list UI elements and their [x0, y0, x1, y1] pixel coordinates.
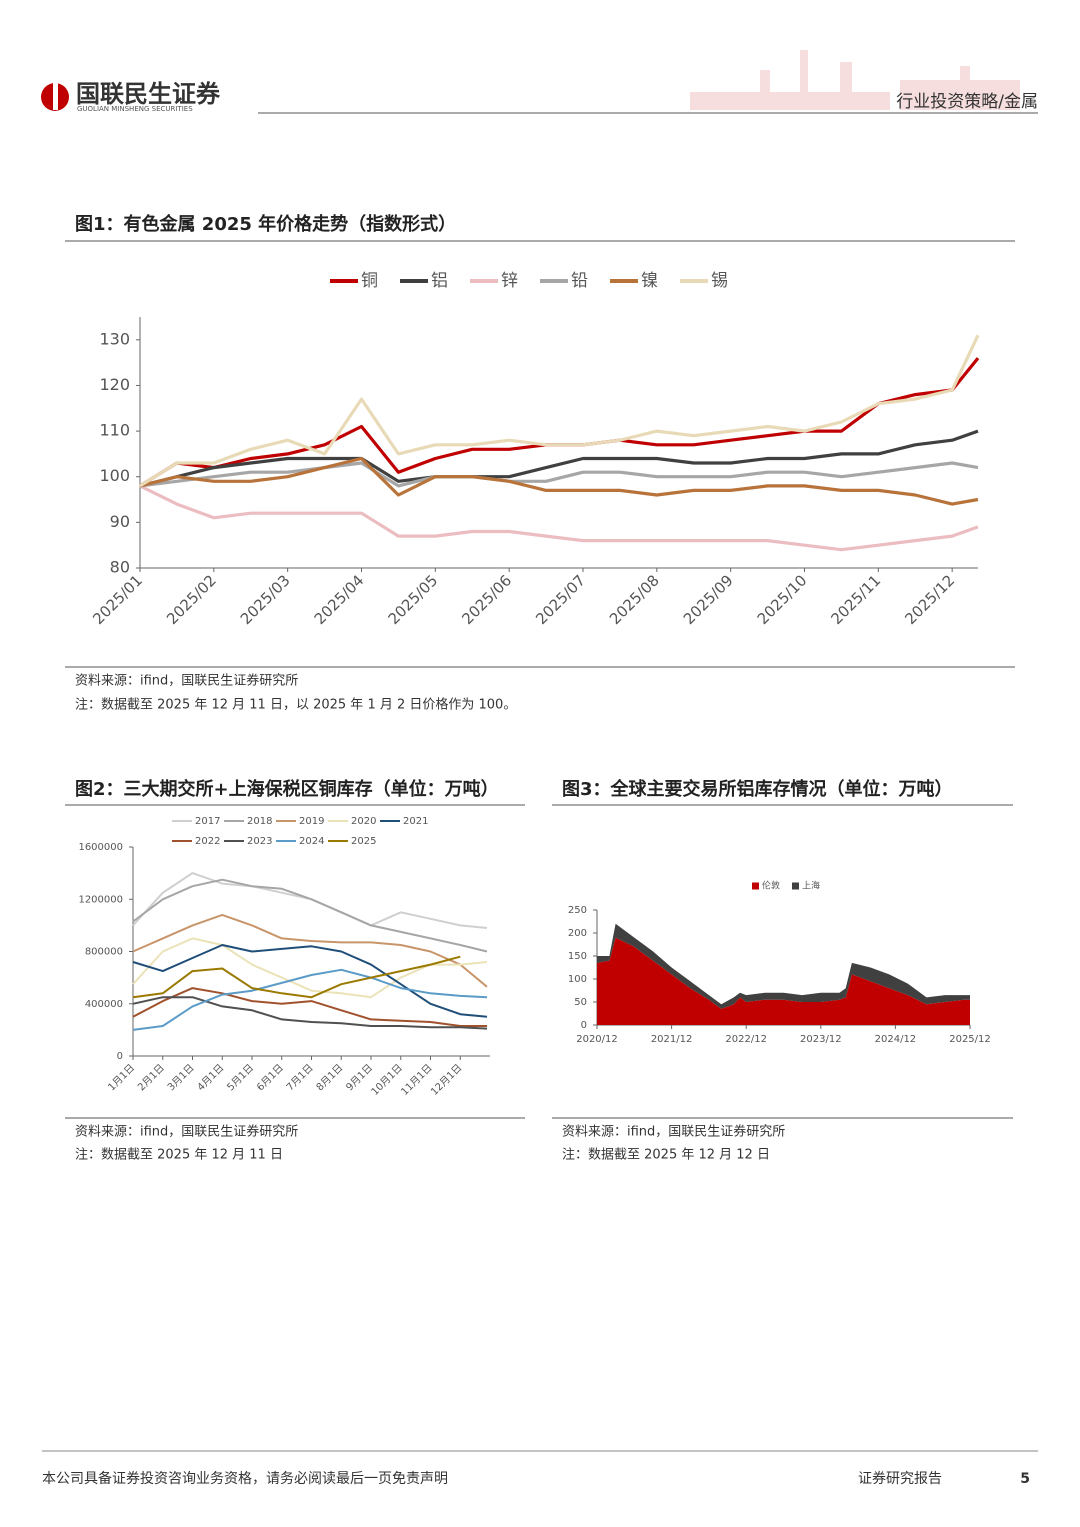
x-tick-label: 7月1日 — [284, 1062, 316, 1094]
y-tick-label: 90 — [110, 512, 130, 531]
figure-title: 图3：全球主要交易所铝库存情况（单位：万吨） — [562, 778, 953, 800]
x-tick-label: 2025/12 — [949, 1034, 991, 1045]
series-line — [139, 461, 979, 488]
x-tick-label: 2024/12 — [875, 1034, 917, 1045]
x-tick-label: 6月1日 — [254, 1062, 286, 1094]
x-tick-label: 2025/12 — [901, 571, 958, 628]
x-tick-label: 2025/03 — [237, 571, 294, 628]
figure-title: 图2：三大期交所+上海保税区铜库存（单位：万吨） — [75, 778, 499, 800]
x-tick-label: 2025/07 — [532, 571, 589, 628]
y-tick-label: 100 — [99, 466, 130, 485]
legend-label: 2024 — [299, 836, 324, 847]
x-tick-label: 2025/04 — [311, 571, 368, 628]
note: 注：数据截至 2025 年 12 月 12 日 — [562, 1148, 770, 1163]
x-tick-label: 8月1日 — [314, 1062, 346, 1094]
y-tick-label: 0 — [581, 1020, 587, 1031]
series-area — [597, 937, 970, 1025]
x-tick-label: 1月1日 — [106, 1062, 138, 1094]
series-line — [139, 357, 980, 488]
legend-label: 铅 — [571, 271, 588, 291]
x-tick-label: 5月1日 — [225, 1062, 257, 1094]
legend-label: 伦敦 — [762, 880, 780, 892]
disclaimer: 本公司具备证券投资咨询业务资格，请务必阅读最后一页免责声明 — [42, 1470, 448, 1487]
note: 注：数据截至 2025 年 12 月 11 日 — [75, 1148, 283, 1163]
y-tick-label: 80 — [110, 558, 130, 577]
legend-swatch — [752, 882, 759, 890]
y-tick-label: 200 — [568, 928, 587, 939]
legend-label: 锡 — [711, 271, 728, 291]
y-tick-label: 130 — [99, 329, 130, 348]
series-line — [132, 968, 488, 1031]
legend-label: 2018 — [247, 816, 272, 827]
y-tick-label: 0 — [117, 1051, 123, 1062]
x-tick-label: 2025/09 — [680, 571, 737, 628]
x-tick-label: 4月1日 — [195, 1062, 227, 1094]
legend-label: 2019 — [299, 816, 324, 827]
x-tick-label: 2021/12 — [651, 1034, 693, 1045]
x-tick-label: 2月1日 — [135, 1062, 167, 1094]
x-tick-label: 2025/01 — [89, 571, 146, 628]
figure-title: 图1：有色金属 2025 年价格走势（指数形式） — [75, 213, 456, 235]
x-tick-label: 12月1日 — [428, 1062, 464, 1098]
y-tick-label: 1200000 — [78, 894, 123, 905]
logo-icon — [41, 80, 69, 111]
series-line — [132, 987, 487, 1027]
series-area — [597, 923, 970, 1009]
y-tick-label: 110 — [99, 421, 130, 440]
series-line — [132, 913, 488, 988]
series-line — [139, 334, 980, 488]
x-tick-label: 2022/12 — [725, 1034, 767, 1045]
y-tick-label: 120 — [99, 375, 130, 394]
legend-label: 2022 — [195, 836, 220, 847]
legend-label: 2025 — [351, 836, 376, 847]
logo-subtext: GUOLIAN MINSHENG SECURITIES — [77, 105, 193, 113]
report-label: 证券研究报告 — [858, 1471, 942, 1487]
source: 资料来源：ifind，国联民生证券研究所 — [75, 673, 298, 689]
series-line — [132, 872, 488, 929]
x-tick-label: 2025/10 — [754, 571, 811, 628]
x-tick-label: 2023/12 — [800, 1034, 842, 1045]
series-line — [139, 429, 979, 488]
skyline — [690, 50, 1020, 110]
x-tick-label: 10月1日 — [369, 1062, 405, 1098]
legend-label: 锌 — [501, 271, 518, 291]
source: 资料来源：ifind，国联民生证券研究所 — [75, 1124, 298, 1140]
x-tick-label: 11月1日 — [399, 1062, 435, 1098]
x-tick-label: 2025/05 — [385, 571, 442, 628]
series-line — [132, 944, 488, 1018]
y-tick-label: 150 — [568, 951, 587, 962]
x-tick-label: 2025/02 — [163, 571, 220, 628]
legend-label: 铝 — [431, 271, 448, 291]
series-line — [132, 996, 488, 1030]
section-label: 行业投资策略/金属 — [896, 92, 1038, 112]
y-tick-label: 50 — [574, 997, 587, 1008]
legend-label: 2023 — [247, 836, 272, 847]
y-tick-label: 100 — [568, 974, 587, 985]
x-tick-label: 2025/11 — [828, 571, 885, 628]
logo-text: 国联民生证券 — [76, 80, 221, 108]
series-line — [132, 878, 488, 953]
y-tick-label: 1600000 — [78, 842, 123, 853]
legend-swatch — [792, 882, 799, 890]
y-tick-label: 250 — [568, 905, 587, 916]
page-number: 5 — [1020, 1471, 1030, 1487]
series-line — [139, 484, 979, 552]
note: 注：数据截至 2025 年 12 月 11 日，以 2025 年 1 月 2 日… — [75, 697, 516, 713]
y-tick-label: 400000 — [85, 999, 123, 1010]
x-tick-label: 2025/08 — [606, 571, 663, 628]
y-tick-label: 800000 — [85, 947, 123, 958]
x-tick-label: 3月1日 — [165, 1062, 197, 1094]
x-tick-label: 2020/12 — [576, 1034, 618, 1045]
legend-label: 铜 — [361, 271, 378, 291]
series-line — [132, 955, 461, 999]
series-line — [139, 456, 979, 506]
legend-label: 2020 — [351, 816, 376, 827]
legend-label: 2017 — [195, 816, 220, 827]
legend-label: 2021 — [403, 816, 428, 827]
x-tick-label: 2025/06 — [458, 571, 515, 628]
source: 资料来源：ifind，国联民生证券研究所 — [562, 1124, 785, 1140]
legend-label: 镍 — [641, 271, 658, 291]
legend-label: 上海 — [802, 880, 820, 892]
